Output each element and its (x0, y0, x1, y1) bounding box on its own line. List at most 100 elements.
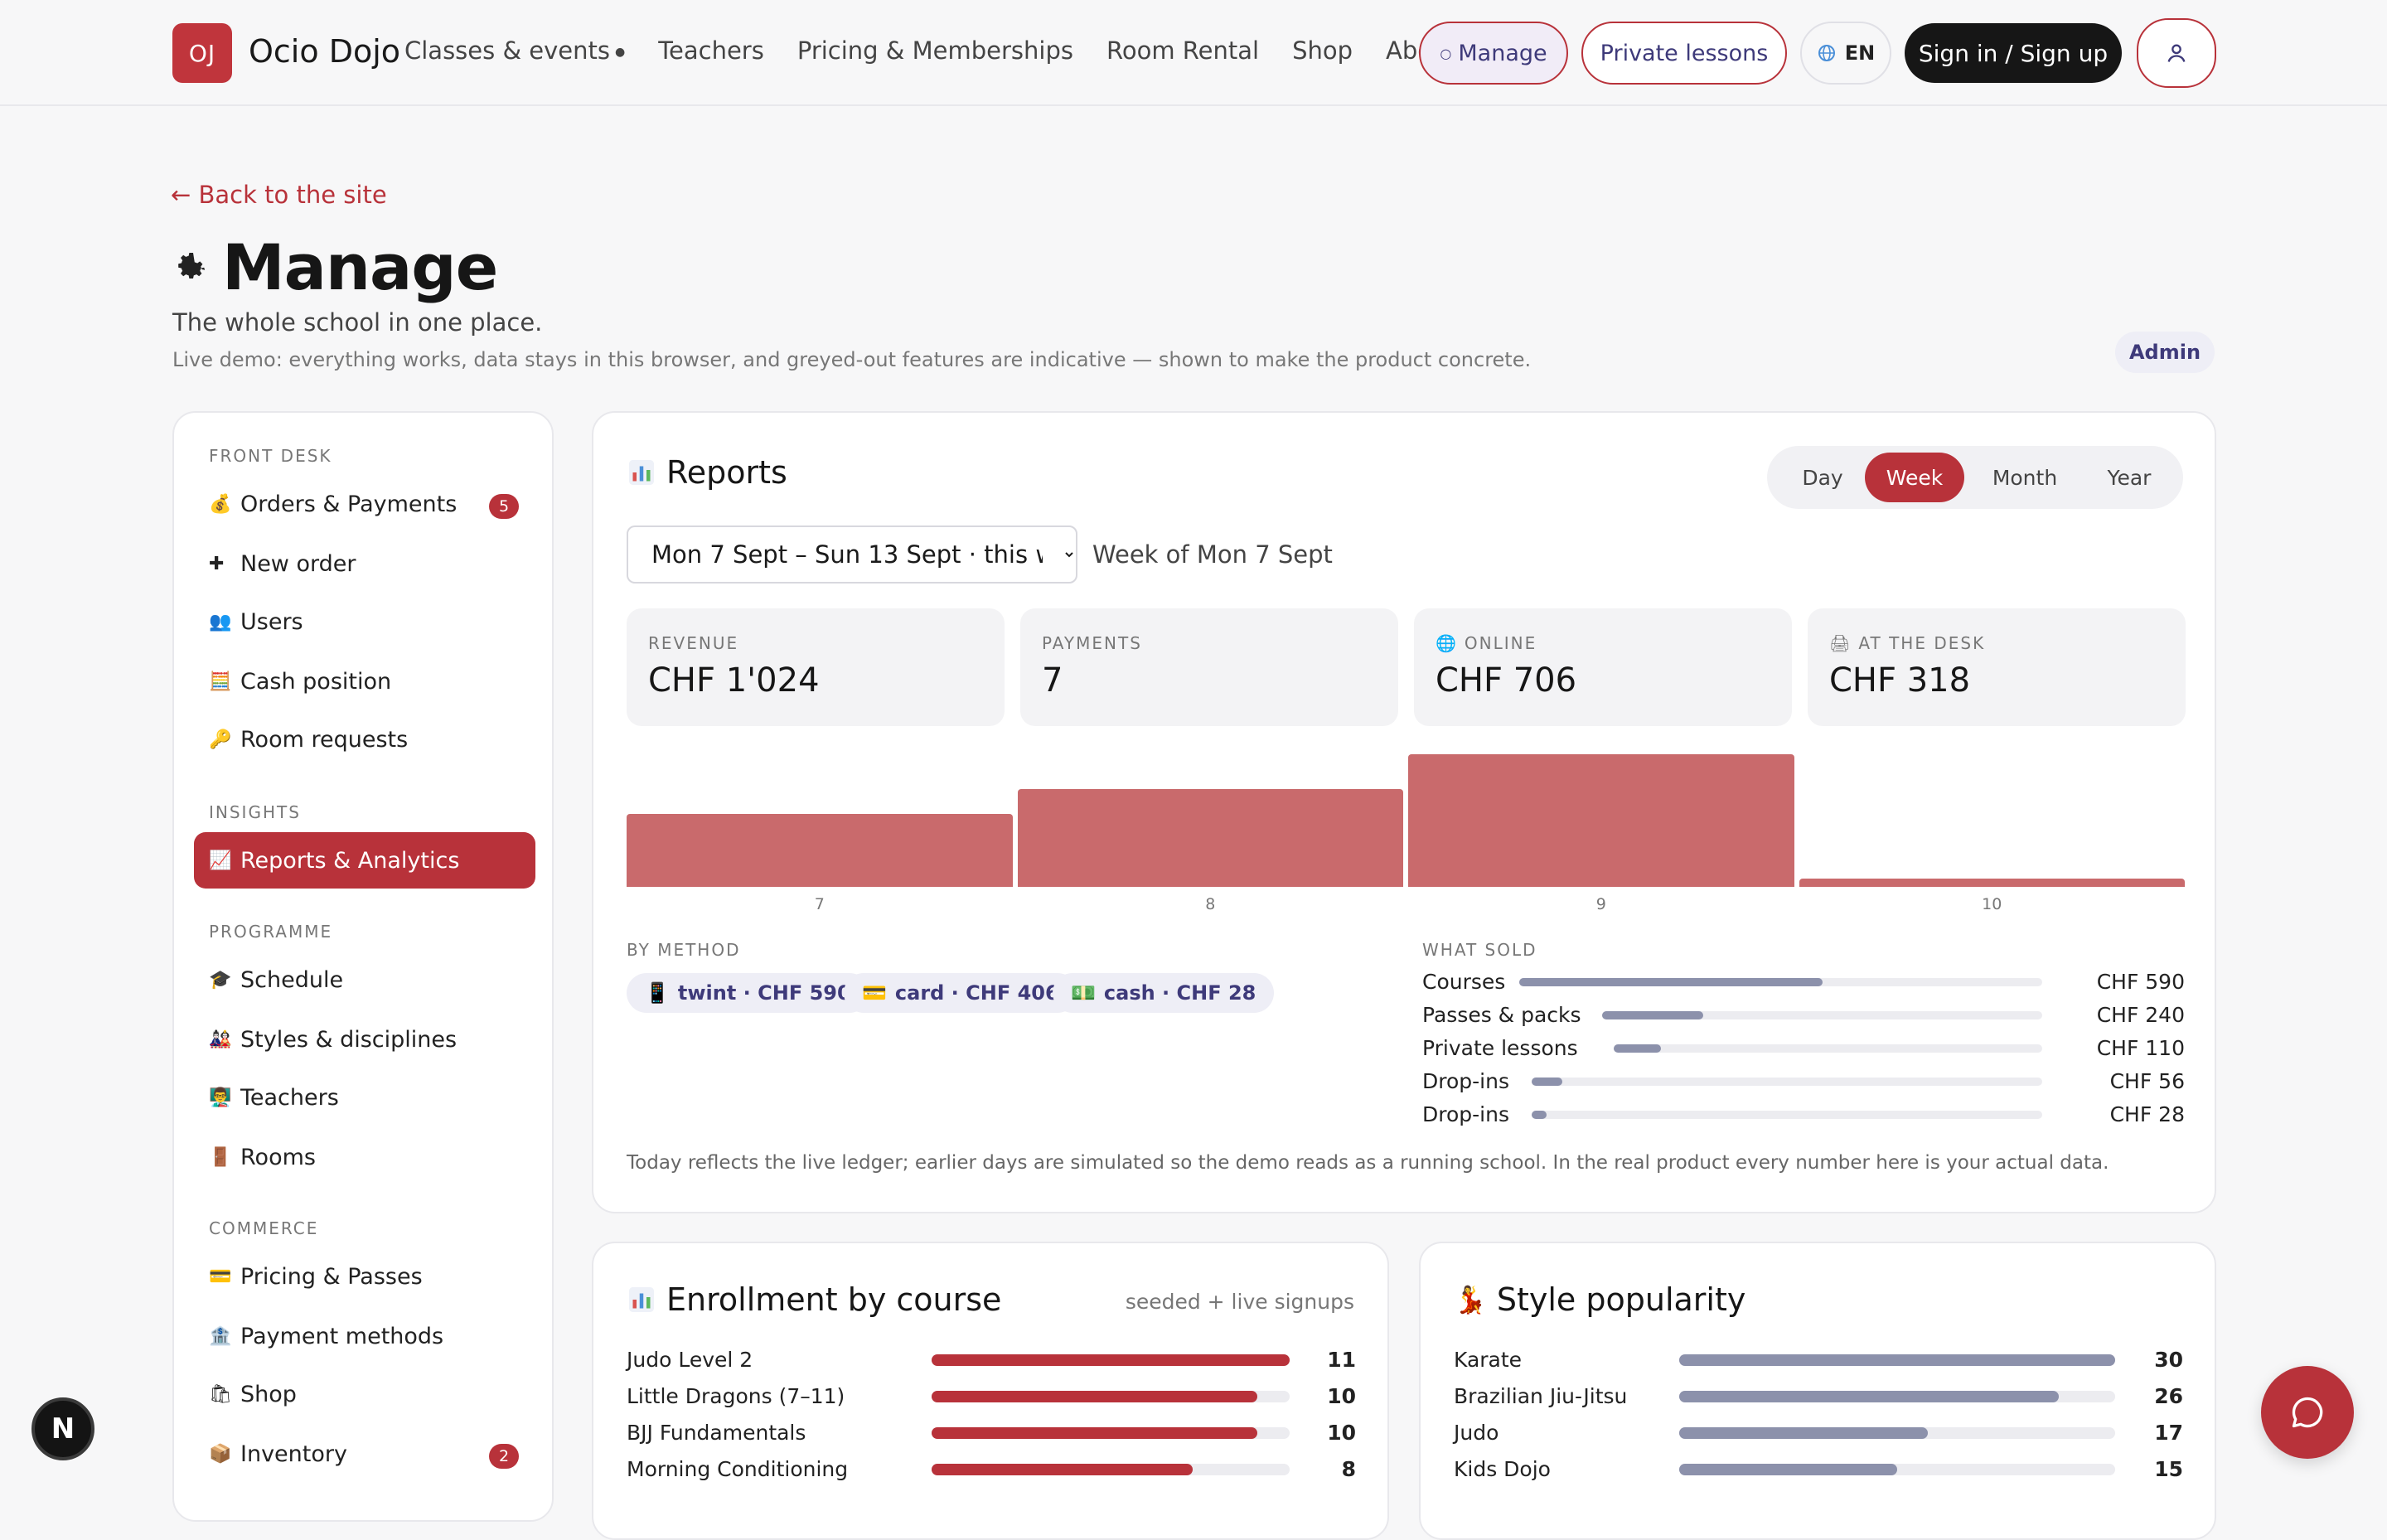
nav-shop[interactable]: Shop (1292, 36, 1353, 65)
sign-in-button[interactable]: Sign in / Sign up (1905, 23, 2122, 83)
manage-dot-icon: ○ (1440, 45, 1452, 61)
brand-name[interactable]: Ocio Dojo (249, 33, 401, 70)
chat-bubble-icon (2292, 1397, 2323, 1428)
week-select[interactable]: Mon 7 Sept – Sun 13 Sept · this week (627, 525, 1077, 584)
manage-label: Manage (1458, 40, 1547, 66)
stat-label-text: ONLINE (1464, 633, 1537, 653)
revenue-bar-chart: 7 8 9 10 (627, 754, 2185, 920)
method-chip-cash[interactable]: 💵 cash · CHF 28 (1053, 973, 1275, 1013)
enrollment-note: seeded + live signups (1125, 1290, 1354, 1314)
what-sold-row: Drop-ins CHF 56 (1422, 1064, 2185, 1097)
user-icon (2167, 44, 2186, 62)
sidebar-item-pricing-passes[interactable]: 💳 Pricing & Passes (194, 1248, 535, 1305)
list-item-name: Brazilian Jiu-Jitsu (1454, 1384, 1628, 1408)
stat-label: REVENUE (648, 633, 739, 653)
sidebar-item-schedule[interactable]: 🎓 Schedule (194, 952, 535, 1008)
sidebar-item-reports-analytics[interactable]: 📈 Reports & Analytics (194, 832, 535, 889)
sidebar-item-label: Schedule (240, 966, 344, 993)
dancer-icon: 💃 (1454, 1284, 1487, 1315)
list-item-fill (1679, 1464, 1897, 1475)
sidebar-item-label: New order (240, 550, 356, 577)
printer-icon: 🖨 (1829, 633, 1852, 653)
list-item-track (1679, 1354, 2115, 1366)
language-label: EN (1844, 41, 1876, 65)
stat-revenue: REVENUE CHF 1'024 (627, 608, 1005, 726)
phone-icon: 📱 (645, 981, 670, 1005)
sidebar-item-styles-disciplines[interactable]: 🎎 Styles & disciplines (194, 1011, 535, 1068)
x-tick-label: 9 (1595, 895, 1606, 913)
chat-button[interactable] (2261, 1366, 2354, 1459)
stat-value: 7 (1042, 661, 1063, 700)
sidebar-item-new-order[interactable]: ✚ New order (194, 535, 535, 592)
logo[interactable]: OJ (172, 23, 232, 83)
period-day[interactable]: Day (1802, 465, 1843, 490)
sidebar-item-orders-payments[interactable]: 💰 Orders & Payments 5 (194, 476, 535, 532)
period-month[interactable]: Month (1992, 465, 2058, 490)
method-chip-twint[interactable]: 📱 twint · CHF 590 (627, 973, 869, 1013)
cash-icon: 💵 (1071, 981, 1096, 1005)
enrollment-title-text: Enrollment by course (666, 1281, 1002, 1318)
sidebar-item-users[interactable]: 👥 Users (194, 593, 535, 650)
period-year[interactable]: Year (2107, 465, 2152, 490)
what-sold-row: Passes & packs CHF 240 (1422, 998, 2185, 1031)
what-sold-name: Passes & packs (1422, 1003, 1581, 1027)
nav-room-rental[interactable]: Room Rental (1106, 36, 1260, 65)
list-item-count: 10 (1327, 1421, 1356, 1445)
sidebar-item-shop[interactable]: 🛍 Shop (194, 1366, 535, 1422)
method-chip-card[interactable]: 💳 card · CHF 406 (844, 973, 1077, 1013)
reports-card: Reports Day Week Month Year Mon 7 Sept –… (592, 411, 2216, 1213)
chart-bar[interactable] (1017, 788, 1403, 887)
plus-icon: ✚ (209, 553, 225, 574)
count-badge: 5 (489, 494, 519, 519)
list-item-count: 8 (1341, 1457, 1356, 1481)
nav-pricing[interactable]: Pricing & Memberships (796, 36, 1073, 65)
abacus-icon: 🧮 (209, 671, 232, 692)
sidebar-item-label: Payment methods (240, 1323, 444, 1349)
chart-bar[interactable] (627, 814, 1013, 887)
private-lessons-button[interactable]: Private lessons (1581, 22, 1787, 85)
language-switch[interactable]: EN (1800, 22, 1891, 85)
role-badge[interactable]: Admin (2115, 332, 2215, 373)
package-icon: 📦 (209, 1443, 232, 1465)
by-method-label: BY METHOD (627, 940, 741, 960)
list-item-name: Judo Level 2 (627, 1348, 753, 1372)
list-item-name: Little Dragons (7–11) (627, 1384, 845, 1408)
dev-tools-badge[interactable]: N (31, 1397, 94, 1460)
top-navigation: OJ Ocio Dojo Classes & events ● Teachers … (0, 0, 2387, 106)
sidebar-item-label: Shop (240, 1381, 297, 1407)
sidebar-group-programme: PROGRAMME (209, 922, 333, 942)
sidebar-item-room-requests[interactable]: 🔑 Room requests (194, 711, 535, 768)
what-sold-name: Drop-ins (1422, 1069, 1509, 1093)
manage-button[interactable]: ○ Manage (1419, 22, 1568, 85)
chart-bar[interactable] (1408, 754, 1794, 887)
sidebar-item-label: Reports & Analytics (240, 847, 460, 874)
nav-classes-events[interactable]: Classes & events ● (404, 36, 626, 65)
stat-value: CHF 706 (1436, 661, 1577, 700)
what-sold-name: Drop-ins (1422, 1102, 1509, 1126)
list-item-track (932, 1464, 1290, 1475)
list-item: Karate 30 (1454, 1343, 2183, 1376)
sidebar-item-inventory[interactable]: 📦 Inventory 2 (194, 1426, 535, 1482)
sidebar-item-cash-position[interactable]: 🧮 Cash position (194, 653, 535, 709)
nav-teachers[interactable]: Teachers (658, 36, 764, 65)
account-button[interactable] (2137, 18, 2216, 88)
chart-bar[interactable] (1799, 879, 2185, 887)
back-to-site-link[interactable]: ← Back to the site (171, 181, 387, 209)
dropdown-dot-icon: ● (615, 46, 626, 59)
globe-icon (1818, 45, 1835, 61)
list-item-fill (932, 1354, 1290, 1366)
sidebar-item-rooms[interactable]: 🚪 Rooms (194, 1129, 535, 1185)
period-week[interactable]: Week (1865, 453, 1964, 502)
what-sold-amount: CHF 56 (2109, 1069, 2185, 1093)
bar-chart-icon (629, 460, 654, 485)
sidebar-item-teachers[interactable]: 👨‍🏫 Teachers (194, 1069, 535, 1126)
stat-label-text: AT THE DESK (1858, 633, 1986, 653)
credit-card-icon: 💳 (862, 981, 887, 1005)
method-chip-text: twint · CHF 590 (677, 981, 851, 1005)
sidebar-item-label: Styles & disciplines (240, 1026, 458, 1053)
enrollment-title: Enrollment by course (627, 1281, 1001, 1318)
what-sold-amount: CHF 110 (2096, 1036, 2185, 1060)
what-sold-name: Private lessons (1422, 1036, 1578, 1060)
sidebar-item-payment-methods[interactable]: 🏦 Payment methods (194, 1308, 535, 1364)
demo-note: Live demo: everything works, data stays … (172, 348, 1532, 371)
